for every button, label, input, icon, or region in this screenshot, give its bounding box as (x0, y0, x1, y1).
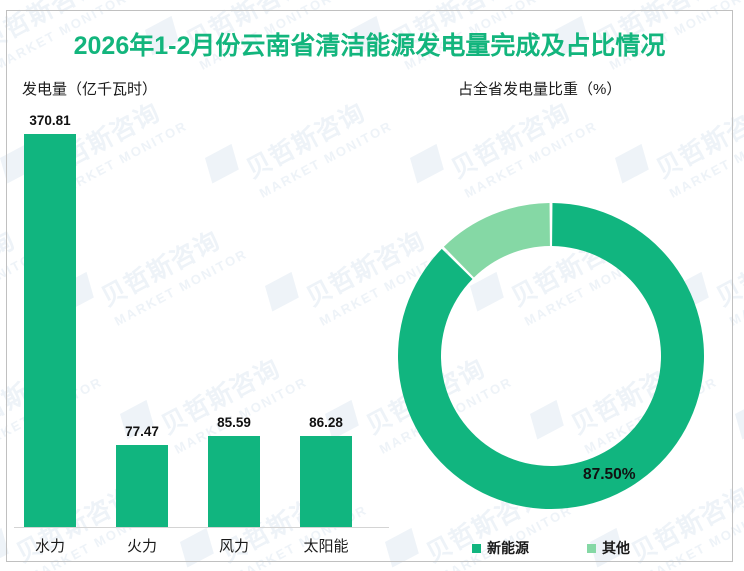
donut-value-label: 87.50% (583, 466, 636, 483)
bar-value-label: 370.81 (29, 113, 71, 128)
bar-chart-baseline (14, 527, 389, 528)
bar-category-label: 太阳能 (303, 538, 349, 555)
bar (300, 435, 352, 527)
legend-item[interactable]: 其他 (587, 538, 630, 558)
bar-value-label: 85.59 (217, 415, 251, 431)
bar (208, 436, 260, 527)
legend-item[interactable]: 新能源 (472, 538, 529, 558)
donut-svg (398, 203, 704, 509)
legend-label: 新能源 (487, 540, 529, 556)
bar-category-label: 风力 (218, 538, 249, 555)
bar (24, 134, 76, 527)
watermark-logo-icon (735, 399, 744, 440)
donut-legend: 新能源 其他 (398, 538, 704, 558)
chart-title: 2026年1-2月份云南省清洁能源发电量完成及占比情况 (73, 32, 666, 60)
bar (116, 444, 168, 527)
legend-label: 其他 (602, 540, 630, 556)
legend-swatch-icon (472, 543, 481, 553)
bar-category-label: 火力 (126, 538, 157, 555)
bar-category-label: 水力 (34, 538, 65, 555)
chart-frame (6, 10, 733, 562)
legend-swatch-icon (587, 543, 596, 553)
donut-chart-caption: 占全省发电量比重（%） (458, 81, 622, 98)
bar-chart-axis-caption: 发电量（亿千瓦时） (22, 81, 158, 98)
bar-value-label: 86.28 (309, 414, 343, 430)
donut-slice (443, 203, 550, 278)
donut-slice (398, 203, 704, 509)
bar-value-label: 77.47 (125, 423, 159, 439)
donut-chart (398, 203, 704, 509)
